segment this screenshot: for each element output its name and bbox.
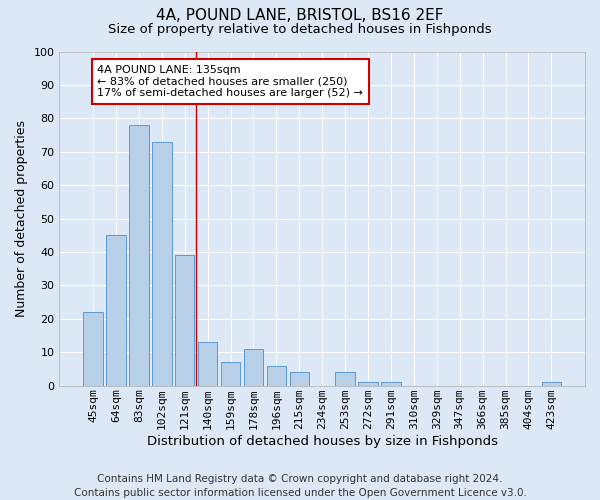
Bar: [290, 372, 309, 386]
Bar: [152, 142, 172, 386]
Text: 4A, POUND LANE, BRISTOL, BS16 2EF: 4A, POUND LANE, BRISTOL, BS16 2EF: [156, 8, 444, 22]
Bar: [244, 349, 263, 386]
Bar: [381, 382, 401, 386]
Bar: [106, 236, 126, 386]
Bar: [221, 362, 240, 386]
X-axis label: Distribution of detached houses by size in Fishponds: Distribution of detached houses by size …: [147, 434, 498, 448]
Bar: [175, 256, 194, 386]
Bar: [335, 372, 355, 386]
Text: Size of property relative to detached houses in Fishponds: Size of property relative to detached ho…: [108, 22, 492, 36]
Bar: [266, 366, 286, 386]
Y-axis label: Number of detached properties: Number of detached properties: [15, 120, 28, 317]
Bar: [198, 342, 217, 386]
Text: Contains HM Land Registry data © Crown copyright and database right 2024.
Contai: Contains HM Land Registry data © Crown c…: [74, 474, 526, 498]
Bar: [358, 382, 378, 386]
Bar: [129, 125, 149, 386]
Bar: [83, 312, 103, 386]
Bar: [542, 382, 561, 386]
Text: 4A POUND LANE: 135sqm
← 83% of detached houses are smaller (250)
17% of semi-det: 4A POUND LANE: 135sqm ← 83% of detached …: [97, 65, 363, 98]
